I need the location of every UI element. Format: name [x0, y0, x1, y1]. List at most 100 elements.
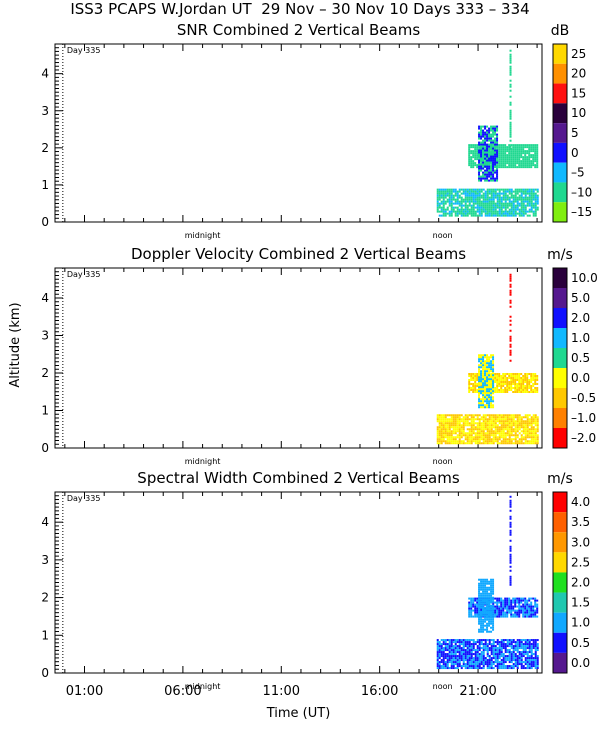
echo-cell: [520, 204, 523, 207]
echo-cell: [509, 101, 512, 104]
echo-cell: [468, 146, 471, 149]
echo-cell: [476, 653, 479, 656]
echo-cell: [518, 432, 521, 435]
echo-cell: [512, 164, 515, 167]
echo-cell: [472, 162, 475, 165]
echo-cell: [480, 624, 483, 627]
echo-cell: [450, 420, 453, 423]
echo-cell: [470, 597, 473, 600]
echo-cell: [500, 605, 503, 608]
echo-cell: [488, 402, 491, 405]
echo-cell: [506, 667, 509, 670]
echo-cell: [514, 420, 517, 423]
echo-cell: [492, 586, 495, 589]
echo-cell: [470, 659, 473, 662]
echo-cell: [492, 622, 495, 625]
echo-cell: [468, 613, 471, 616]
echo-cell: [478, 382, 481, 385]
echo-cell: [510, 424, 513, 427]
echo-cell: [458, 647, 461, 650]
echo-cell: [486, 165, 489, 168]
echo-cell: [502, 383, 505, 385]
echo-cell: [530, 381, 533, 383]
echo-cell: [486, 392, 489, 395]
echo-cell: [466, 657, 469, 660]
echo-cell: [470, 663, 473, 666]
echo-cell: [490, 150, 493, 153]
echo-cell: [498, 597, 501, 600]
echo-cell: [498, 653, 501, 656]
echo-cell: [442, 190, 445, 193]
echo-cell: [526, 420, 529, 423]
echo-cell: [490, 643, 493, 646]
echo-cell: [478, 133, 481, 136]
echo-cell: [502, 162, 505, 165]
echo-cell: [456, 416, 459, 419]
echo-cell: [480, 362, 483, 365]
echo-cell: [504, 206, 507, 209]
echo-cell: [448, 639, 451, 642]
echo-cell: [516, 200, 519, 203]
echo-cell: [488, 188, 491, 191]
echo-cell: [518, 414, 521, 417]
echo-cell: [474, 162, 477, 165]
echo-cell: [490, 659, 493, 662]
echo-cell: [522, 597, 525, 600]
echo-cell: [444, 442, 447, 445]
echo-cell: [482, 198, 485, 201]
echo-cell: [524, 424, 527, 427]
echo-cell: [494, 426, 497, 429]
echo-cell: [500, 146, 503, 149]
echo-cell: [520, 166, 523, 169]
echo-cell: [490, 376, 493, 379]
echo-cell: [494, 145, 497, 148]
echo-cell: [532, 198, 535, 201]
echo-cell: [536, 206, 539, 209]
echo-cell: [486, 390, 489, 393]
echo-cell: [440, 643, 443, 646]
echo-cell: [478, 388, 481, 391]
echo-cell: [534, 389, 537, 391]
echo-cell: [456, 210, 459, 213]
echo-cell: [468, 383, 471, 385]
echo-cell: [486, 364, 489, 367]
echo-cell: [508, 639, 511, 642]
echo-cell: [524, 377, 527, 379]
echo-cell: [506, 434, 509, 437]
echo-cell: [486, 663, 489, 666]
echo-cell: [440, 665, 443, 668]
echo-cell: [509, 49, 512, 52]
echo-cell: [444, 428, 447, 431]
echo-cell: [510, 383, 513, 385]
echo-cell: [530, 420, 533, 423]
echo-cell: [490, 406, 493, 409]
echo-cell: [494, 379, 497, 381]
echo-cell: [500, 643, 503, 646]
echo-cell: [506, 438, 509, 441]
echo-cell: [484, 420, 487, 423]
echo-cell: [504, 605, 507, 608]
echo-cell: [536, 426, 539, 429]
echo-cell: [442, 647, 445, 650]
echo-cell: [504, 391, 507, 393]
echo-cell: [436, 440, 439, 443]
echo-cell: [498, 420, 501, 423]
echo-cell: [476, 198, 479, 201]
echo-cell: [530, 611, 533, 614]
echo-cell: [492, 592, 495, 595]
echo-cell: [484, 628, 487, 631]
echo-cell: [470, 389, 473, 391]
echo-cell: [436, 200, 439, 203]
echo-cell: [509, 565, 512, 568]
echo-cell: [516, 202, 519, 205]
echo-cell: [520, 416, 523, 419]
echo-cell: [524, 426, 527, 429]
echo-cell: [530, 196, 533, 199]
echo-cell: [504, 438, 507, 441]
echo-cell: [498, 426, 501, 429]
echo-cell: [530, 422, 533, 425]
echo-cell: [516, 422, 519, 425]
echo-cell: [452, 208, 455, 211]
echo-cell: [474, 190, 477, 193]
echo-cell: [468, 667, 471, 670]
